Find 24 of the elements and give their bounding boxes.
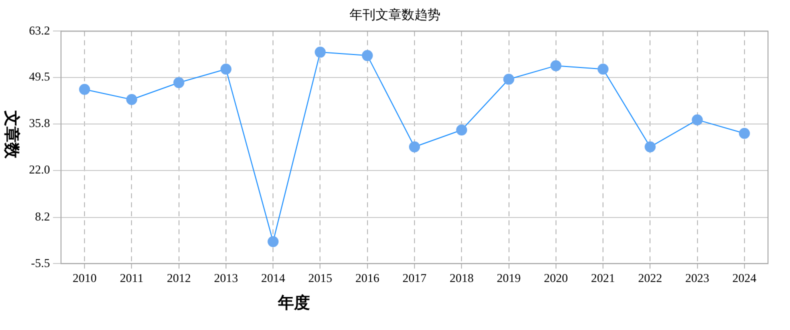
x-tick-label: 2013: [214, 270, 238, 285]
x-tick-label: 2012: [166, 270, 191, 285]
x-tick-label: 2022: [638, 270, 662, 285]
y-tick-label: -5.5: [31, 256, 50, 270]
y-axis-title: 文章数: [2, 110, 22, 158]
x-tick-label: 2021: [591, 270, 616, 285]
chart-title: 年刊文章数趋势: [348, 6, 442, 24]
y-tick-label: 63.2: [29, 23, 50, 38]
y-tick-label: 22.0: [29, 162, 50, 177]
y-tick-label: 8.2: [35, 209, 50, 224]
y-tick-label: 49.5: [29, 70, 50, 84]
x-tick-label: 2019: [496, 270, 521, 285]
y-tick-label: 35.8: [29, 116, 50, 130]
x-tick-label: 2010: [72, 270, 97, 285]
x-tick-label: 2017: [402, 270, 426, 285]
x-axis-title: 年度: [278, 293, 310, 314]
x-tick-label: 2024: [732, 270, 756, 285]
x-tick-label: 2011: [120, 270, 144, 285]
x-tick-label: 2020: [544, 270, 568, 285]
x-tick-label: 2023: [685, 270, 710, 285]
x-tick-label: 2018: [450, 270, 474, 285]
x-tick-label: 2016: [355, 270, 380, 285]
x-tick-label: 2015: [308, 270, 332, 285]
x-tick-label: 2014: [261, 270, 286, 285]
